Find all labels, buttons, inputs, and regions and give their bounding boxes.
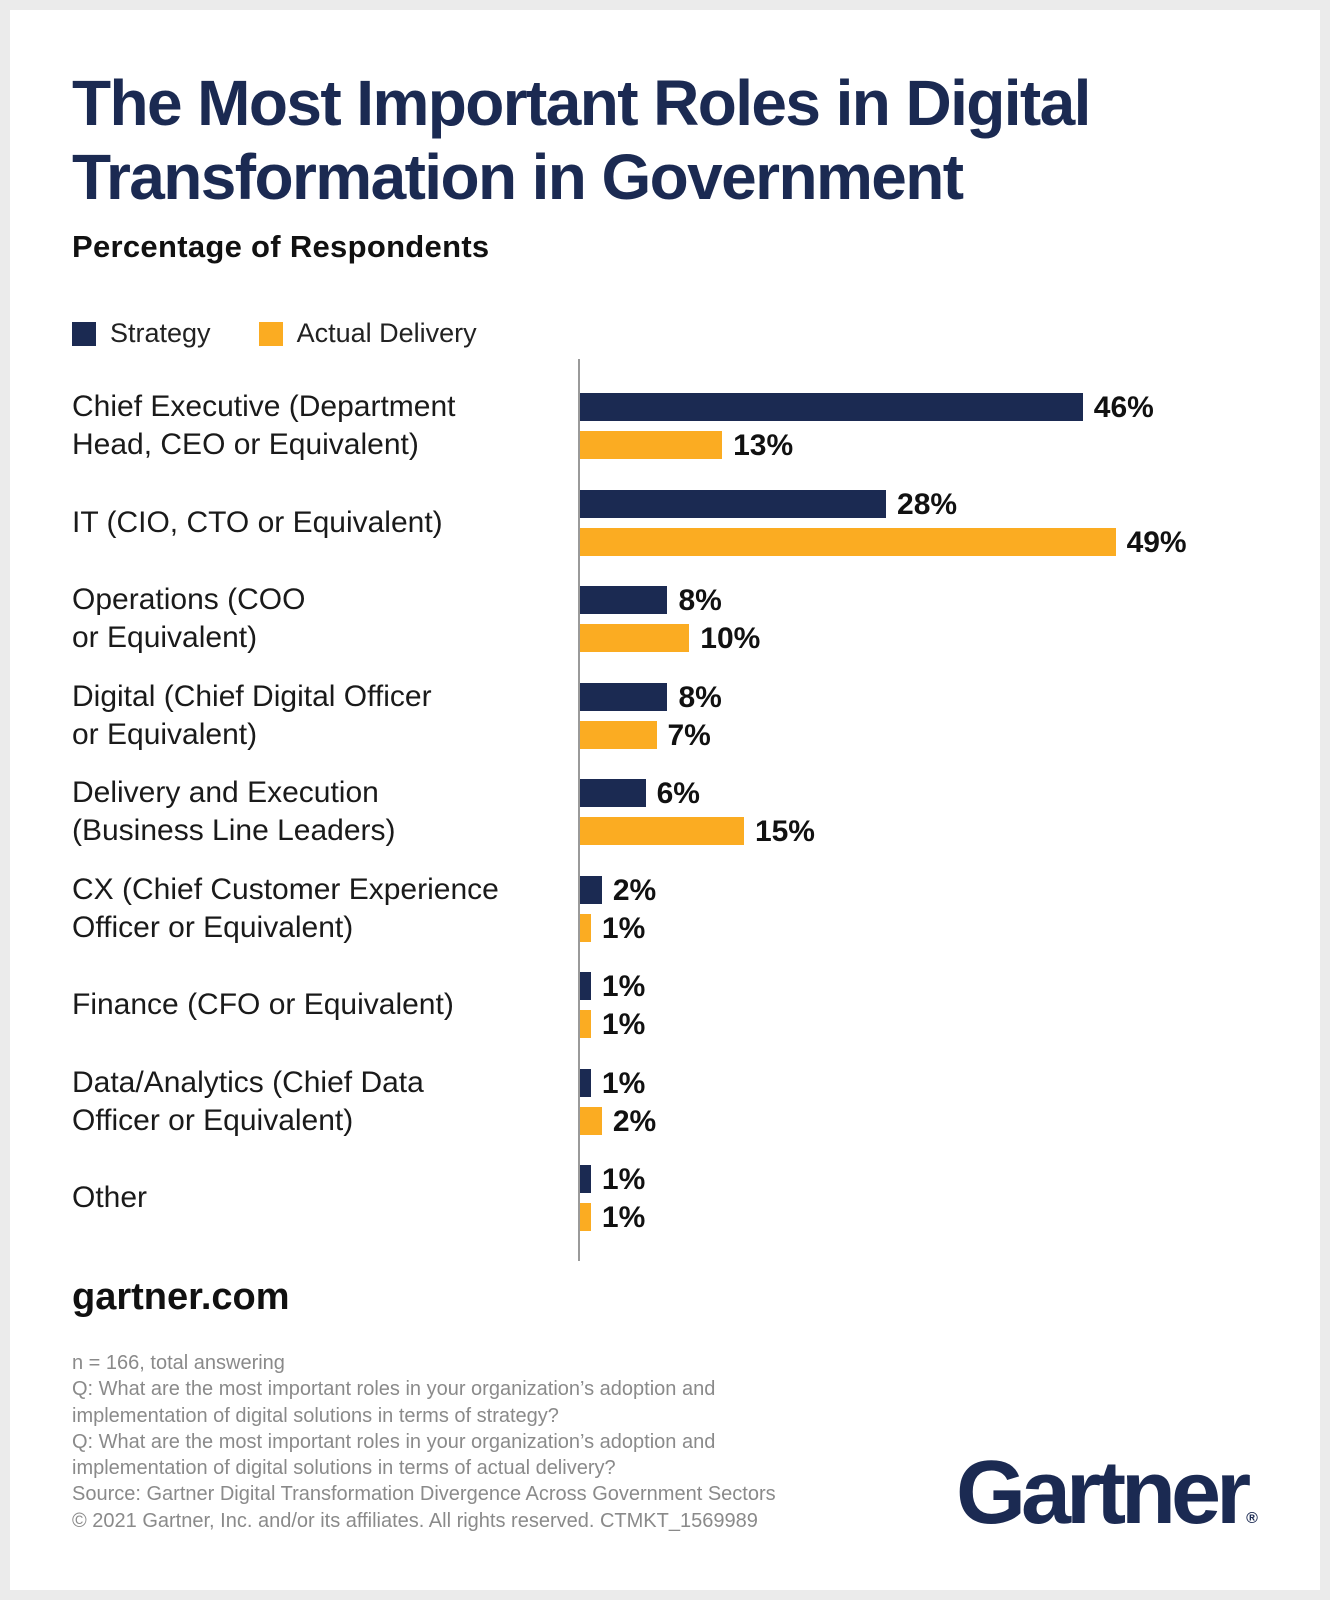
bar-actual-delivery — [580, 527, 1116, 556]
bar-actual-delivery — [580, 1203, 591, 1231]
category-label-line: Finance (CFO or Equivalent) — [72, 988, 454, 1021]
bar-strategy — [580, 1165, 591, 1193]
category-label-line: CX (Chief Customer Experience — [72, 872, 499, 906]
category-label: Finance (CFO or Equivalent) — [72, 986, 562, 1024]
bar-actual-delivery — [580, 817, 744, 845]
bar-actual-delivery — [580, 720, 657, 749]
legend-item-delivery: Actual Delivery — [258, 318, 477, 349]
data-label: 10% — [700, 622, 761, 655]
legend-swatch-strategy — [72, 321, 96, 346]
data-label: 1% — [601, 970, 646, 1003]
category-label: CX (Chief Customer Experience Officer or … — [72, 871, 562, 947]
bar-actual-delivery — [580, 1010, 591, 1038]
gartner-logo: Gartner® — [956, 1448, 1258, 1564]
footnote-line: Source: Gartner Digital Transformation D… — [72, 1483, 776, 1506]
data-label: 6% — [656, 777, 700, 810]
data-label: 1% — [601, 1163, 646, 1196]
category-label: Operations (COO or Equivalent) — [72, 581, 562, 657]
logo-text: Gartner — [956, 1443, 1251, 1543]
category-label-line: (Business Line Leaders) — [72, 814, 396, 847]
title-line-2: Transformation in Government — [72, 141, 964, 213]
legend-swatch-delivery — [258, 321, 283, 346]
chart-subtitle: Percentage of Respondents — [72, 229, 490, 264]
category-label-line: IT (CIO, CTO or Equivalent) — [72, 505, 443, 539]
category-label-line: Delivery and Execution — [72, 776, 379, 809]
bar-actual-delivery — [580, 624, 690, 652]
data-label: 28% — [897, 487, 958, 521]
data-label: 49% — [1126, 525, 1187, 559]
bar-strategy — [580, 682, 668, 711]
category-label-line: Officer or Equivalent) — [72, 910, 354, 944]
data-label: 15% — [754, 815, 815, 848]
bar-strategy — [580, 489, 887, 518]
data-label: 8% — [678, 680, 722, 714]
category-label-line: Digital (Chief Digital Officer — [72, 679, 432, 713]
data-label: 2% — [612, 873, 657, 907]
category-label-line: Officer or Equivalent) — [72, 1103, 354, 1137]
bar-strategy — [580, 875, 602, 904]
category-label-line: or Equivalent) — [72, 621, 258, 654]
category-label: Other — [72, 1179, 562, 1217]
data-label: 46% — [1093, 391, 1154, 424]
data-label: 1% — [601, 1008, 646, 1041]
category-label: Chief Executive (Department Head, CEO or … — [72, 388, 562, 464]
data-label: 1% — [601, 1201, 646, 1234]
bar-strategy — [580, 972, 591, 1000]
footnote-line: © 2021 Gartner, Inc. and/or its affiliat… — [72, 1509, 758, 1532]
title-line-1: The Most Important Roles in Digital — [72, 67, 1091, 139]
registered-mark: ® — [1246, 1510, 1258, 1527]
data-label: 8% — [678, 584, 722, 617]
data-label: 7% — [667, 718, 711, 752]
category-label-line: Head, CEO or Equivalent) — [72, 428, 419, 461]
legend: Strategy Actual Delivery — [72, 318, 525, 349]
bar-actual-delivery — [580, 1106, 602, 1135]
legend-label-strategy: Strategy — [110, 318, 211, 348]
category-label-line: Operations (COO — [72, 583, 306, 616]
bar-strategy — [580, 586, 668, 614]
chart-title: The Most Important Roles in Digital Tran… — [72, 66, 1091, 214]
footnote-line: Q: What are the most important roles in … — [72, 1430, 716, 1453]
legend-item-strategy: Strategy — [72, 318, 211, 349]
footnote-line: Q: What are the most important roles in … — [72, 1378, 716, 1401]
bar-strategy — [580, 393, 1083, 421]
infographic-card — [10, 10, 1320, 1590]
footnotes: n = 166, total answering Q: What are the… — [72, 1350, 776, 1534]
bar-actual-delivery — [580, 431, 723, 459]
category-label-line: Chief Executive (Department — [72, 390, 456, 423]
data-label: 2% — [612, 1104, 657, 1138]
footnote-line: n = 166, total answering — [72, 1352, 285, 1374]
data-label: 13% — [733, 429, 794, 462]
data-label: 1% — [601, 911, 646, 945]
y-axis-line — [578, 359, 580, 1261]
site-url[interactable]: gartner.com — [72, 1276, 290, 1318]
footnote-line: implementation of digital solutions in t… — [72, 1404, 559, 1427]
category-label: IT (CIO, CTO or Equivalent) — [72, 504, 562, 542]
category-label: Data/Analytics (Chief Data Officer or Equ… — [72, 1064, 562, 1140]
category-label: Digital (Chief Digital Officer or Equival… — [72, 678, 562, 754]
category-label-line: Data/Analytics (Chief Data — [72, 1065, 424, 1099]
category-label: Delivery and Execution (Business Line Lea… — [72, 774, 562, 850]
category-label-line: or Equivalent) — [72, 717, 258, 751]
data-label: 1% — [601, 1066, 646, 1100]
category-label-line: Other — [72, 1181, 148, 1214]
bar-strategy — [580, 1068, 591, 1097]
footnote-line: implementation of digital solutions in t… — [72, 1457, 616, 1480]
bar-strategy — [580, 779, 646, 807]
bar-actual-delivery — [580, 913, 591, 942]
legend-label-delivery: Actual Delivery — [296, 318, 477, 348]
